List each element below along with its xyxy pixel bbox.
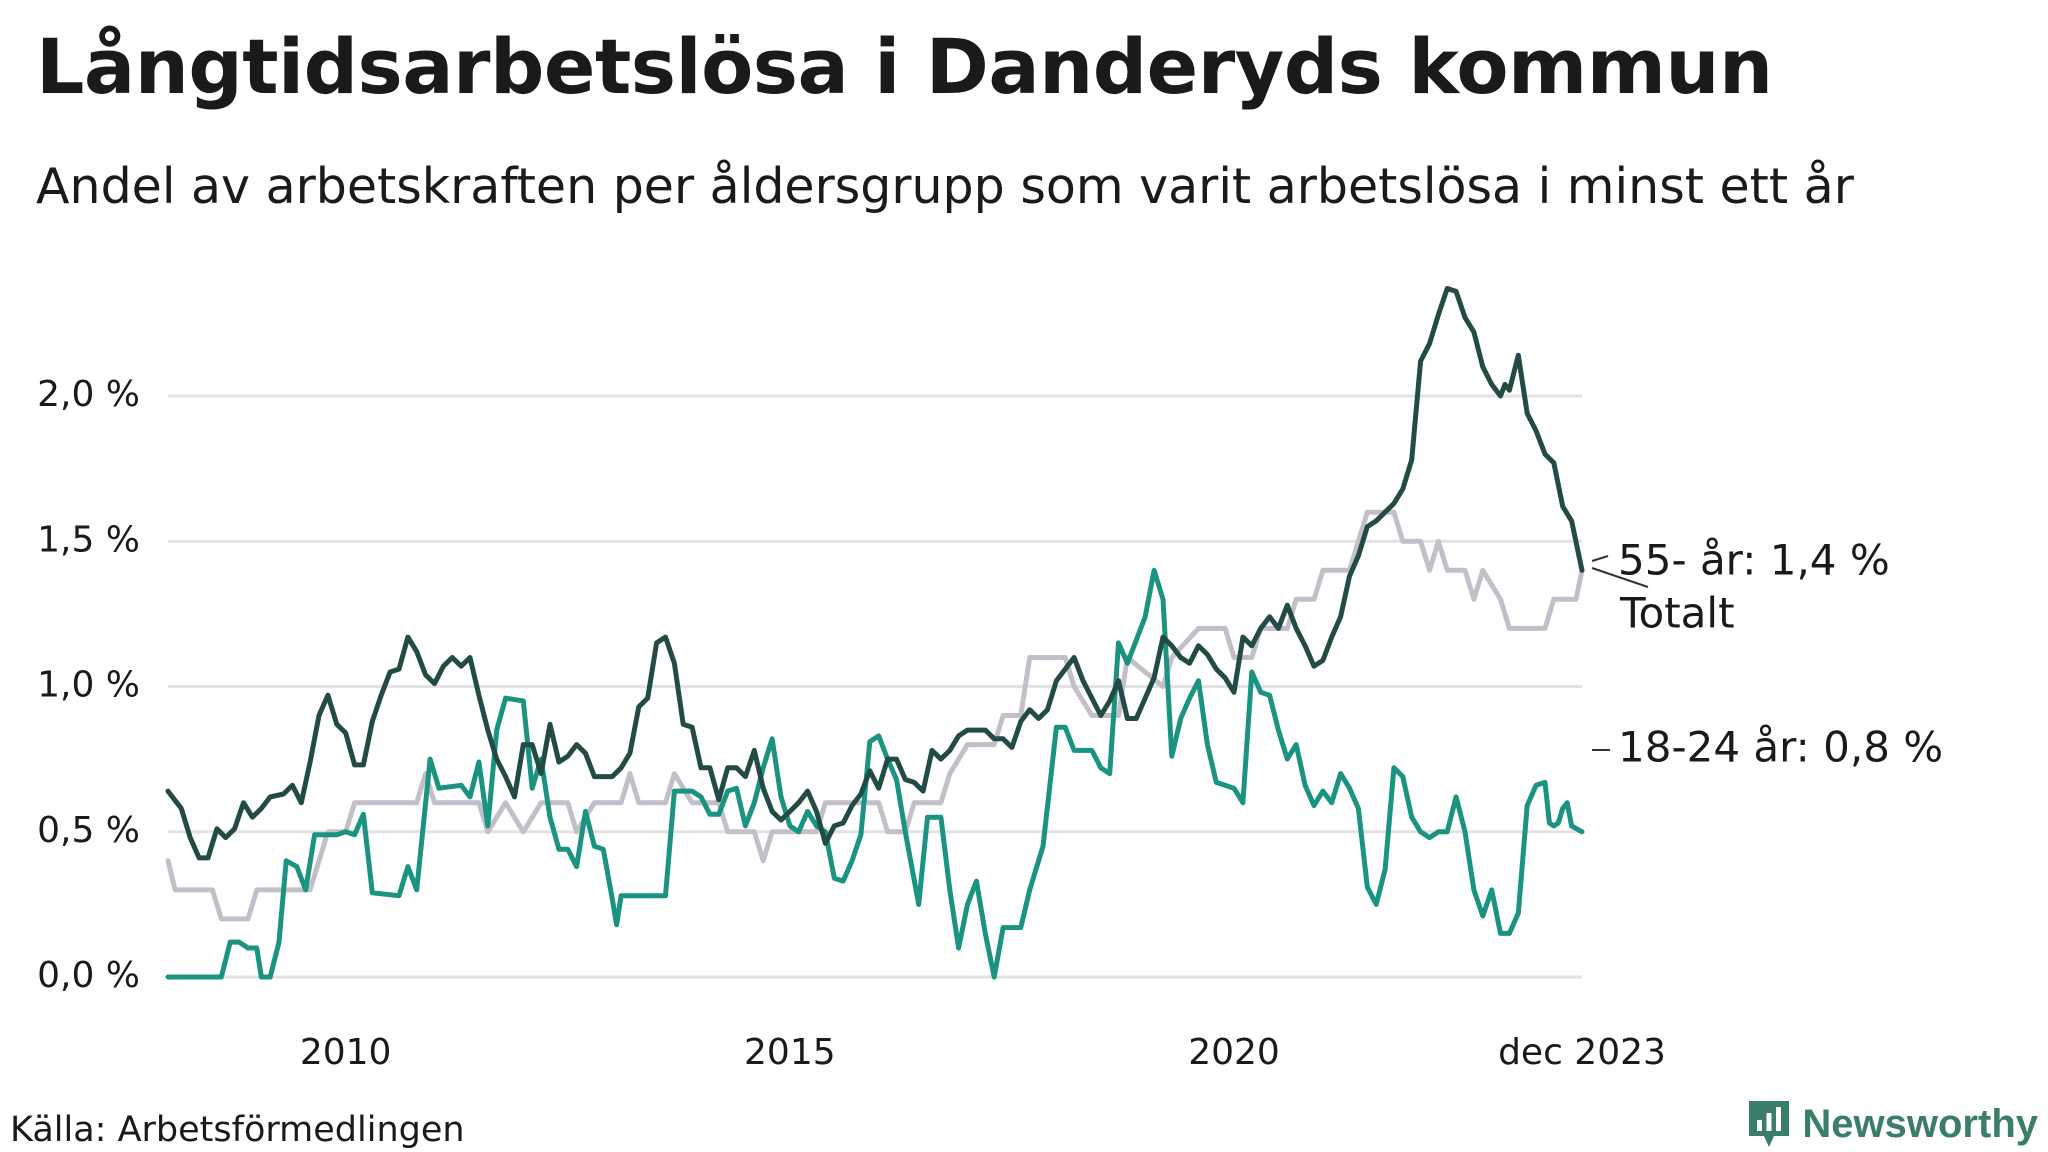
newsworthy-logo-text: Newsworthy	[1802, 1101, 2038, 1146]
leader-line-total	[1591, 567, 1649, 588]
y-tick-label: 1,5 %	[37, 519, 140, 560]
y-tick-label: 0,0 %	[37, 955, 140, 996]
label-total: Totalt	[1619, 589, 1735, 638]
chart-title: Långtidsarbetslösa i Danderyds kommun	[36, 22, 1773, 111]
y-tick-label: 1,0 %	[37, 665, 140, 706]
x-tick-label: dec 2023	[1498, 1032, 1666, 1073]
y-tick-label: 2,0 %	[37, 374, 140, 415]
gridlines	[168, 394, 1582, 979]
newsworthy-logo: Newsworthy	[1746, 1098, 2038, 1150]
label-18-24: 18-24 år: 0,8 %	[1618, 723, 1943, 772]
y-tick-label: 0,5 %	[37, 810, 140, 851]
x-tick-label: 2020	[1188, 1032, 1280, 1073]
chart-subtitle: Andel av arbetskraften per åldersgrupp s…	[36, 158, 1854, 215]
series-line-1824	[165, 567, 1585, 980]
series-lines	[165, 286, 1585, 980]
y-axis-ticks: 0,0 % 0,5 % 1,0 % 1,5 % 2,0 %	[37, 374, 140, 996]
label-55-plus: 55- år: 1,4 %	[1618, 536, 1890, 585]
leader-line-55	[1591, 555, 1609, 562]
series-line-total	[165, 509, 1585, 922]
series-annotations: 55- år: 1,4 % Totalt 18-24 år: 0,8 %	[1591, 536, 1943, 772]
x-axis-ticks: 2010 2015 2020 dec 2023	[300, 1032, 1666, 1073]
series-line-55	[165, 286, 1585, 861]
x-tick-label: 2015	[744, 1032, 836, 1073]
x-tick-label: 2010	[300, 1032, 392, 1073]
source-note: Källa: Arbetsförmedlingen	[10, 1110, 465, 1150]
newsworthy-logo-icon	[1749, 1101, 1790, 1147]
